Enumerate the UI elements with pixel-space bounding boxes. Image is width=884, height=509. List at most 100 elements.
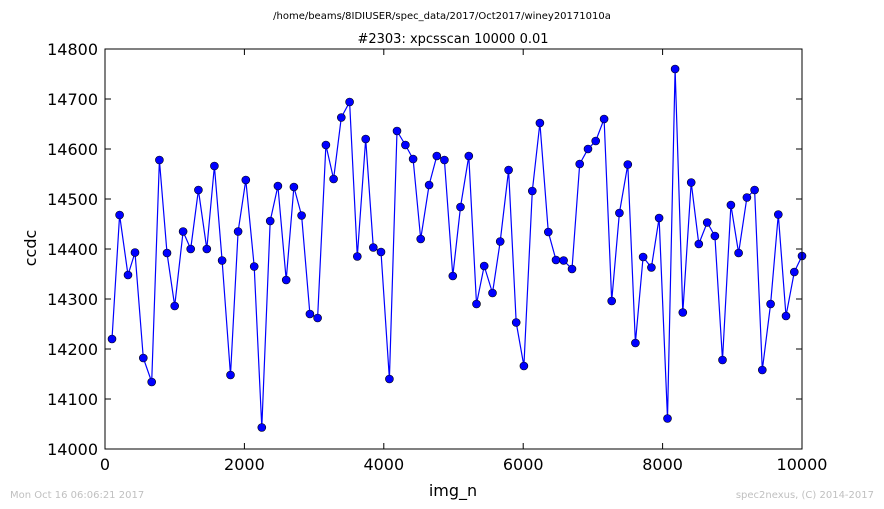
data-point: [726, 200, 736, 210]
y-tick-label: 14000: [47, 440, 98, 459]
data-point: [718, 355, 727, 365]
data-point: [432, 151, 442, 161]
data-point: [678, 308, 688, 317]
data-point: [385, 374, 394, 384]
y-tick-label: 14300: [47, 290, 98, 309]
data-point: [352, 252, 362, 261]
series-line: [111, 68, 803, 428]
data-point: [416, 234, 426, 244]
data-point: [273, 181, 283, 191]
data-point: [710, 231, 720, 241]
data-point: [305, 309, 315, 319]
footer-timestamp: Mon Oct 16 06:06:21 2017: [10, 490, 144, 501]
data-point: [401, 140, 410, 150]
data-point: [583, 144, 593, 154]
data-point: [194, 185, 203, 195]
data-point: [448, 271, 458, 281]
data-point: [504, 165, 513, 175]
data-point: [361, 134, 371, 144]
data-point: [345, 97, 354, 107]
data-point: [392, 126, 402, 136]
data-point: [773, 210, 783, 219]
y-tick-label: 14200: [47, 340, 98, 359]
data-point: [742, 193, 752, 202]
chart-title: #2303: xpcsscan 10000 0.01: [357, 32, 548, 47]
data-point: [329, 174, 338, 184]
file-path-label: /home/beams/8IDIUSER/spec_data/2017/Oct2…: [273, 11, 611, 22]
y-tick-label: 14400: [47, 240, 98, 259]
data-point: [647, 263, 656, 272]
data-point: [123, 270, 133, 280]
data-point: [686, 178, 696, 187]
data-point: [321, 140, 331, 150]
data-point: [424, 180, 434, 190]
data-point: [479, 261, 489, 271]
y-axis-ticks: 14000 14100 14200 14300 14400 14500 14600 14700…: [47, 40, 802, 459]
data-point: [663, 414, 672, 423]
data-point: [734, 248, 743, 258]
x-axis-ticks: 0 2000 4000 6000 8000 10000: [100, 49, 828, 474]
data-point: [281, 275, 291, 285]
x-tick-label: 6000: [503, 455, 544, 474]
data-point: [241, 175, 251, 185]
x-tick-label: 0: [100, 455, 110, 474]
data-point: [178, 227, 188, 236]
data-point: [575, 159, 585, 169]
data-point: [757, 365, 767, 375]
data-point: [249, 262, 259, 271]
data-point: [297, 211, 306, 220]
data-point: [519, 361, 529, 371]
footer-credit: spec2nexus, (C) 2014-2017: [736, 490, 874, 501]
data-point: [631, 338, 640, 348]
data-point: [233, 227, 243, 236]
data-point: [781, 311, 791, 321]
data-point: [750, 185, 759, 195]
data-point: [543, 227, 553, 237]
data-point: [551, 255, 561, 265]
data-point: [202, 244, 212, 254]
data-point: [567, 264, 577, 274]
data-point: [257, 423, 267, 432]
data-point: [210, 161, 219, 171]
y-axis-label: ccdc: [21, 230, 40, 267]
data-point: [472, 299, 481, 309]
data-point: [265, 216, 275, 226]
data-point: [368, 243, 378, 252]
data-point: [217, 256, 227, 265]
data-point: [139, 353, 148, 363]
y-tick-label: 14100: [47, 390, 98, 409]
data-point: [147, 377, 156, 387]
data-point: [607, 296, 617, 306]
x-tick-label: 10000: [777, 455, 828, 474]
data-point: [638, 252, 648, 262]
data-point: [313, 313, 322, 323]
x-tick-label: 4000: [363, 455, 404, 474]
data-point: [440, 155, 449, 165]
data-point: [527, 186, 537, 196]
data-point: [615, 208, 624, 218]
data-point: [694, 239, 704, 249]
data-point: [115, 210, 124, 220]
y-tick-label: 14700: [47, 90, 98, 109]
data-point: [130, 248, 140, 257]
data-point: [186, 244, 195, 254]
data-point: [591, 136, 601, 146]
data-point: [789, 267, 799, 277]
data-point: [654, 213, 664, 223]
data-point: [408, 154, 418, 164]
y-tick-label: 14800: [47, 40, 98, 59]
plot-area: [104, 48, 807, 450]
data-point: [495, 237, 505, 246]
data-point: [670, 64, 680, 74]
x-axis-label: img_n: [429, 481, 477, 501]
data-point: [170, 301, 179, 311]
data-point: [162, 248, 172, 258]
x-tick-label: 2000: [224, 455, 265, 474]
data-point: [289, 182, 299, 192]
y-tick-label: 14500: [47, 190, 98, 209]
data-point: [155, 155, 164, 165]
data-point: [488, 288, 497, 298]
data-point: [107, 334, 117, 344]
data-point: [766, 299, 775, 309]
